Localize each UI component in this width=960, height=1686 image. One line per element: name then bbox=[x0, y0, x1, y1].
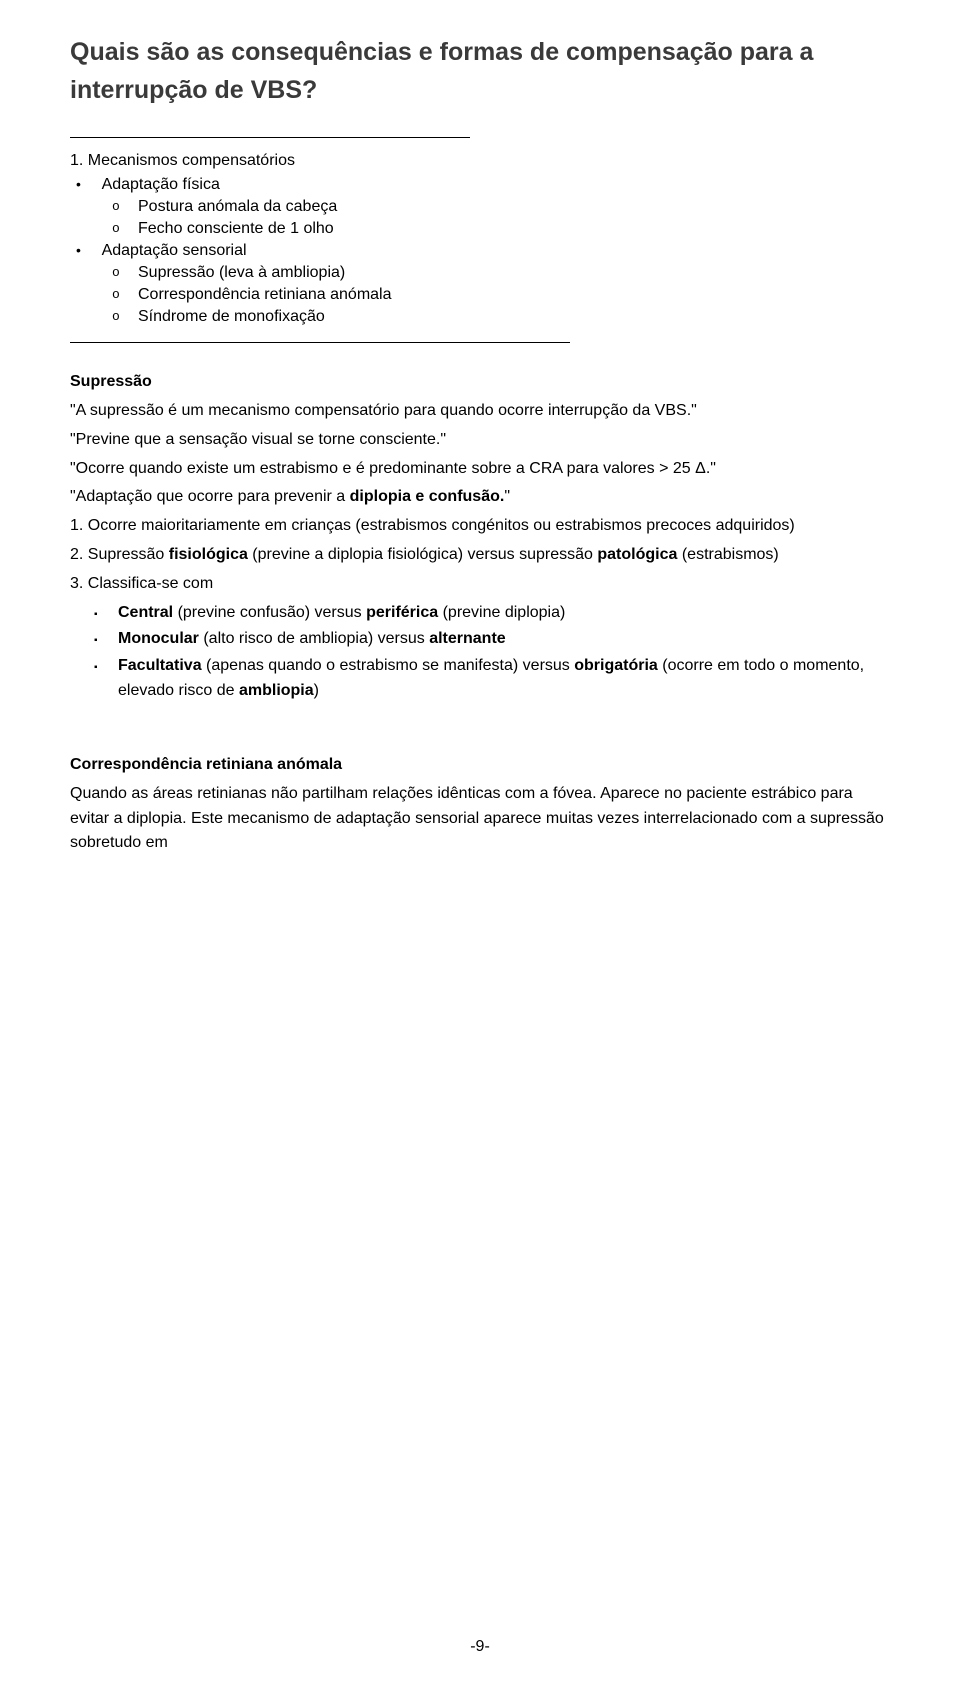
list-item: Adaptação sensorial Supressão (leva à am… bbox=[98, 242, 890, 326]
paragraph-text: Quando as áreas retinianas não partilham… bbox=[70, 782, 890, 856]
list-level2: Postura anómala da cabeça Fecho conscien… bbox=[138, 198, 890, 238]
list-item: Facultativa (apenas quando o estrabismo … bbox=[118, 654, 890, 704]
text-fragment: 2. Supressão bbox=[70, 546, 169, 563]
quote-text: "Previne que a sensação visual se torne … bbox=[70, 428, 890, 453]
list-item-label: Adaptação sensorial bbox=[102, 242, 247, 259]
list-item: Síndrome de monofixação bbox=[138, 308, 890, 326]
text-bold: obrigatória bbox=[574, 657, 658, 674]
text-bold: alternante bbox=[429, 630, 505, 647]
text-bold: periférica bbox=[366, 604, 438, 621]
quote-text: "A supressão é um mecanismo compensatóri… bbox=[70, 399, 890, 424]
section-heading-supressao: Supressão bbox=[70, 373, 890, 391]
text-fragment: "Adaptação que ocorre para prevenir a bbox=[70, 488, 350, 505]
text-fragment: (apenas quando o estrabismo se manifesta… bbox=[202, 657, 575, 674]
spacer bbox=[70, 706, 890, 756]
list-item: Correspondência retiniana anómala bbox=[138, 286, 890, 304]
list-item: Supressão (leva à ambliopia) bbox=[138, 264, 890, 282]
list-level1: Adaptação física Postura anómala da cabe… bbox=[98, 176, 890, 326]
text-bold: fisiológica bbox=[169, 546, 248, 563]
list-level2: Supressão (leva à ambliopia) Correspondê… bbox=[138, 264, 890, 326]
text-fragment: (previne diplopia) bbox=[438, 604, 565, 621]
page-title: Quais são as consequências e formas de c… bbox=[70, 34, 890, 109]
list-squares: Central (previne confusão) versus perifé… bbox=[118, 601, 890, 704]
text-fragment: (previne confusão) versus bbox=[173, 604, 366, 621]
page-number: -9- bbox=[0, 1638, 960, 1656]
text-bold: Central bbox=[118, 604, 173, 621]
text-bold: patológica bbox=[597, 546, 677, 563]
list-item: Fecho consciente de 1 olho bbox=[138, 220, 890, 238]
text-fragment: (previne a diplopia fisiológica) versus … bbox=[248, 546, 598, 563]
text-fragment: " bbox=[504, 488, 510, 505]
text-fragment: (alto risco de ambliopia) versus bbox=[199, 630, 429, 647]
text-bold: Monocular bbox=[118, 630, 199, 647]
list-item: Monocular (alto risco de ambliopia) vers… bbox=[118, 627, 890, 652]
text-bold: Facultativa bbox=[118, 657, 202, 674]
numbered-item: 3. Classifica-se com bbox=[70, 572, 890, 597]
numbered-item: 2. Supressão fisiológica (previne a dipl… bbox=[70, 543, 890, 568]
section-heading-cra: Correspondência retiniana anómala bbox=[70, 756, 890, 774]
list-item: Postura anómala da cabeça bbox=[138, 198, 890, 216]
text-fragment: ) bbox=[314, 682, 319, 699]
divider bbox=[70, 342, 570, 343]
divider bbox=[70, 137, 470, 138]
quote-text: "Ocorre quando existe um estrabismo e é … bbox=[70, 457, 890, 482]
list-item: Central (previne confusão) versus perifé… bbox=[118, 601, 890, 626]
text-fragment: (estrabismos) bbox=[677, 546, 778, 563]
numbered-item: 1. Ocorre maioritariamente em crianças (… bbox=[70, 514, 890, 539]
list-item-label: Adaptação física bbox=[102, 176, 220, 193]
text-bold: ambliopia bbox=[239, 682, 314, 699]
section-heading-mechanisms: 1. Mecanismos compensatórios bbox=[70, 152, 890, 170]
text-bold: diplopia e confusão. bbox=[350, 488, 505, 505]
document-page: Quais são as consequências e formas de c… bbox=[0, 0, 960, 1686]
quote-text: "Adaptação que ocorre para prevenir a di… bbox=[70, 485, 890, 510]
list-item: Adaptação física Postura anómala da cabe… bbox=[98, 176, 890, 238]
